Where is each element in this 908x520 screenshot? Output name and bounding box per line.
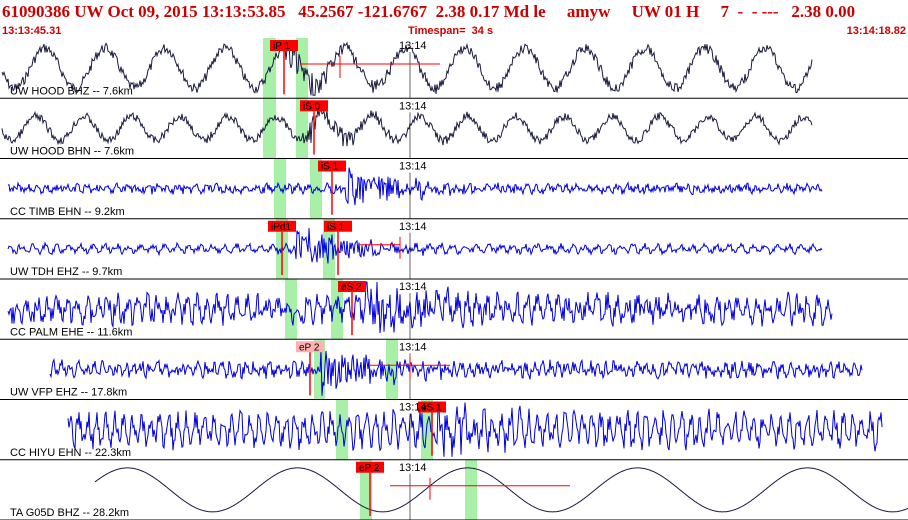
pick-window [465, 459, 477, 520]
pick-label: eP 2 [299, 342, 320, 353]
station-label: CC TIMB EHN -- 9.2km [10, 206, 125, 218]
phase-picks[interactable]: iP 1 iS 0 iS 1 iPd1 iS 1 eS 2 eP 2 eS 1 eP 2 [268, 40, 570, 516]
station-label: TA G05D BHZ -- 28.2km [10, 507, 129, 519]
pick-window [296, 98, 308, 159]
event-summary-title: 61090386 UW Oct 09, 2015 13:13:53.85 45.… [2, 2, 856, 21]
station-label: UW TDH EHZ -- 9.7km [10, 266, 122, 278]
time-tick-label: 13:14 [399, 100, 427, 112]
pick-label: iS 1 [321, 162, 339, 173]
pick-label: iP 1 [273, 41, 290, 52]
pick-flag[interactable] [338, 281, 366, 292]
pick-label: iS 0 [303, 101, 321, 112]
pick-window [314, 339, 325, 400]
pick-flag[interactable] [356, 461, 384, 473]
waveform-line[interactable] [1, 108, 813, 147]
waveform-line[interactable] [94, 467, 908, 513]
waveform-line[interactable] [7, 167, 823, 206]
waveform-line[interactable] [67, 402, 883, 457]
pick-flag[interactable] [318, 160, 346, 172]
station-label: UW HOOD BHZ -- 7.6km [10, 85, 133, 97]
waveform-line[interactable] [49, 349, 863, 396]
pick-label: eS 1 [421, 403, 442, 414]
pick-flag[interactable] [296, 341, 324, 353]
pick-window [360, 459, 372, 520]
station-label: CC PALM EHE -- 11.6km [10, 326, 132, 338]
station-label: CC HIYU EHN -- 22.3km [10, 447, 131, 459]
pick-label: iS 1 [327, 222, 345, 233]
waveform-traces[interactable] [1, 40, 908, 513]
waveform-line[interactable] [7, 228, 823, 264]
time-tick-label: 13:14 [399, 221, 427, 233]
pick-label: eP 2 [359, 463, 380, 474]
time-tick-label: 13:14 [399, 402, 427, 414]
event-header: 61090386 UW Oct 09, 2015 13:13:53.85 45.… [0, 0, 908, 38]
time-tick-label: 13:14 [399, 462, 427, 474]
window-end-time: 13:14:18.82 [846, 25, 906, 37]
station-label: UW VFP EHZ -- 17.8km [10, 387, 127, 399]
station-label: UW HOOD BHN -- 7.6km [10, 146, 134, 158]
seismogram-panel[interactable]: iP 1 iS 0 iS 1 iPd1 iS 1 eS 2 eP 2 eS 1 eP 2 13:… [0, 38, 908, 520]
panel-separators [0, 52, 908, 520]
pick-flag[interactable] [300, 100, 328, 112]
pick-flag[interactable] [324, 220, 352, 232]
pick-label: iPd1 [271, 222, 291, 233]
time-tick-label: 13:14 [399, 40, 427, 52]
time-tick-label: 13:14 [399, 281, 427, 293]
window-start-time: 13:13:45.31 [2, 25, 62, 37]
pick-flag[interactable] [418, 401, 446, 413]
pick-label: eS 2 [341, 282, 362, 293]
waveform-line[interactable] [7, 281, 833, 334]
pick-flag[interactable] [270, 40, 298, 51]
pick-window [331, 279, 343, 340]
waveform-line[interactable] [1, 40, 813, 96]
pick-flag[interactable] [268, 220, 296, 232]
timespan-label: Timespan= 34 s [408, 25, 494, 37]
time-tick-label: 13:14 [399, 341, 427, 353]
pick-window [263, 98, 276, 159]
time-tick-label: 13:14 [399, 161, 427, 173]
station-labels: 13:14 UW HOOD BHZ -- 7.6km 13:14 UW HOOD BH… [10, 40, 427, 519]
